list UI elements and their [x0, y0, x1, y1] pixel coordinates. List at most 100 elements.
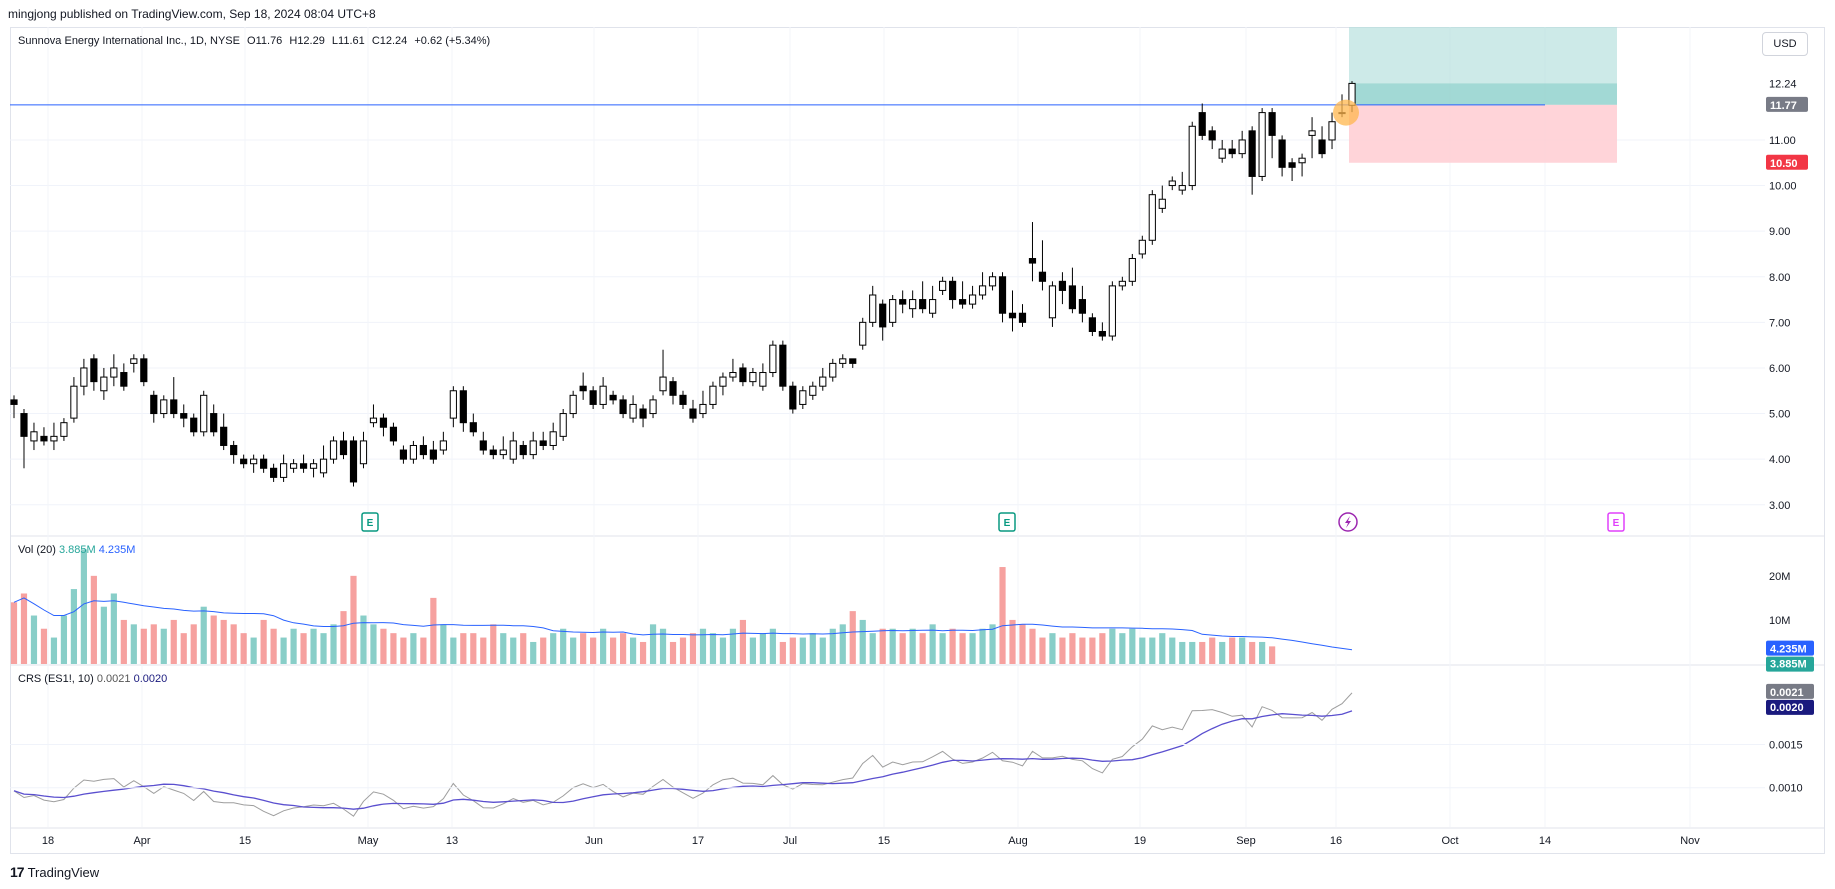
volume-bar[interactable]: [350, 575, 357, 664]
volume-bar[interactable]: [959, 633, 966, 664]
volume-bar[interactable]: [230, 624, 237, 664]
candle-body[interactable]: [1188, 125, 1196, 187]
candle-body[interactable]: [439, 440, 447, 451]
volume-bar[interactable]: [1089, 637, 1096, 664]
candle-body[interactable]: [449, 390, 457, 419]
candle-body[interactable]: [609, 394, 617, 401]
volume-bar[interactable]: [190, 624, 197, 664]
volume-bar[interactable]: [629, 637, 637, 664]
candle-body[interactable]: [1038, 271, 1047, 282]
volume-bar[interactable]: [1019, 624, 1026, 664]
candle-body[interactable]: [1028, 258, 1037, 264]
volume-bar[interactable]: [1229, 637, 1236, 664]
candle-body[interactable]: [889, 299, 897, 323]
candle-body[interactable]: [240, 458, 248, 465]
volume-bar[interactable]: [570, 637, 577, 664]
volume-bar[interactable]: [979, 628, 986, 664]
candle-body[interactable]: [939, 280, 947, 291]
candle-body[interactable]: [539, 440, 547, 446]
candle-body[interactable]: [1008, 312, 1017, 319]
volume-bar[interactable]: [949, 628, 956, 664]
candle-body[interactable]: [1268, 112, 1276, 136]
candle-body[interactable]: [739, 367, 747, 383]
volume-bar[interactable]: [639, 641, 647, 664]
candle-body[interactable]: [150, 394, 158, 415]
candle-body[interactable]: [879, 303, 887, 328]
volume-bar[interactable]: [929, 624, 936, 664]
volume-bar[interactable]: [20, 593, 28, 664]
volume-bar[interactable]: [520, 633, 527, 664]
candle-body[interactable]: [499, 449, 507, 456]
volume-bar[interactable]: [919, 633, 926, 664]
volume-bar[interactable]: [270, 628, 277, 664]
candle-body[interactable]: [988, 276, 997, 287]
candle-body[interactable]: [839, 358, 847, 364]
candle-body[interactable]: [1068, 285, 1077, 310]
volume-bar[interactable]: [30, 615, 38, 664]
volume-bar[interactable]: [550, 633, 557, 664]
candle-body[interactable]: [80, 367, 88, 387]
volume-bar[interactable]: [849, 611, 856, 664]
volume-bar[interactable]: [1159, 633, 1166, 664]
candle-body[interactable]: [809, 385, 817, 396]
candle-body[interactable]: [1148, 194, 1156, 241]
volume-bar[interactable]: [739, 619, 747, 664]
candle-body[interactable]: [160, 399, 168, 415]
candle-body[interactable]: [699, 403, 707, 415]
volume-bar[interactable]: [440, 624, 447, 664]
candle-body[interactable]: [1048, 285, 1057, 319]
volume-bar[interactable]: [1079, 637, 1086, 664]
volume-bar[interactable]: [240, 633, 247, 664]
candle-body[interactable]: [719, 376, 727, 387]
volume-bar[interactable]: [879, 628, 886, 664]
candle-body[interactable]: [170, 399, 178, 415]
candle-body[interactable]: [250, 458, 258, 465]
volume-bar[interactable]: [600, 628, 607, 664]
volume-bar[interactable]: [260, 619, 267, 664]
volume-bar[interactable]: [160, 628, 167, 664]
volume-bar[interactable]: [759, 633, 766, 664]
volume-bar[interactable]: [1069, 633, 1076, 664]
volume-bar[interactable]: [1269, 646, 1276, 664]
candle-body[interactable]: [459, 390, 467, 424]
volume-bar[interactable]: [1249, 641, 1256, 664]
candle-body[interactable]: [1118, 280, 1126, 287]
volume-bar[interactable]: [1199, 641, 1206, 664]
volume-bar[interactable]: [530, 641, 537, 664]
candle-body[interactable]: [1258, 112, 1266, 177]
candle-body[interactable]: [60, 422, 68, 437]
volume-bar[interactable]: [360, 615, 367, 664]
candle-body[interactable]: [1298, 157, 1306, 164]
volume-bar[interactable]: [1149, 637, 1156, 664]
event-earnings-icon[interactable]: [998, 512, 1016, 532]
volume-bar[interactable]: [320, 633, 327, 664]
volume-bar[interactable]: [1049, 633, 1056, 664]
candle-body[interactable]: [10, 399, 18, 405]
candle-body[interactable]: [1198, 112, 1206, 136]
volume-bar[interactable]: [669, 641, 677, 664]
volume-bar[interactable]: [450, 637, 457, 664]
candle-body[interactable]: [339, 440, 348, 456]
volume-bar[interactable]: [150, 624, 157, 664]
candle-body[interactable]: [1138, 239, 1146, 255]
candle-body[interactable]: [489, 449, 497, 456]
candle-body[interactable]: [30, 431, 38, 442]
volume-bar[interactable]: [70, 589, 78, 664]
volume-bar[interactable]: [659, 628, 667, 664]
candle-body[interactable]: [899, 299, 907, 305]
candle-body[interactable]: [579, 385, 587, 392]
volume-bar[interactable]: [1179, 641, 1186, 664]
candle-body[interactable]: [549, 431, 557, 446]
crs-legend-name[interactable]: CRS (ES1!, 10): [18, 673, 94, 685]
volume-bar[interactable]: [410, 633, 417, 664]
volume-bar[interactable]: [899, 633, 906, 664]
candle-body[interactable]: [1088, 317, 1096, 332]
volume-bar[interactable]: [1219, 641, 1226, 664]
volume-bar[interactable]: [210, 615, 217, 664]
volume-bar[interactable]: [380, 628, 387, 664]
volume-bar[interactable]: [330, 624, 337, 664]
volume-bar[interactable]: [480, 637, 487, 664]
candle-body[interactable]: [679, 394, 687, 405]
legend-symbol[interactable]: Sunnova Energy International Inc., 1D, N…: [18, 35, 240, 47]
candle-body[interactable]: [70, 385, 78, 419]
